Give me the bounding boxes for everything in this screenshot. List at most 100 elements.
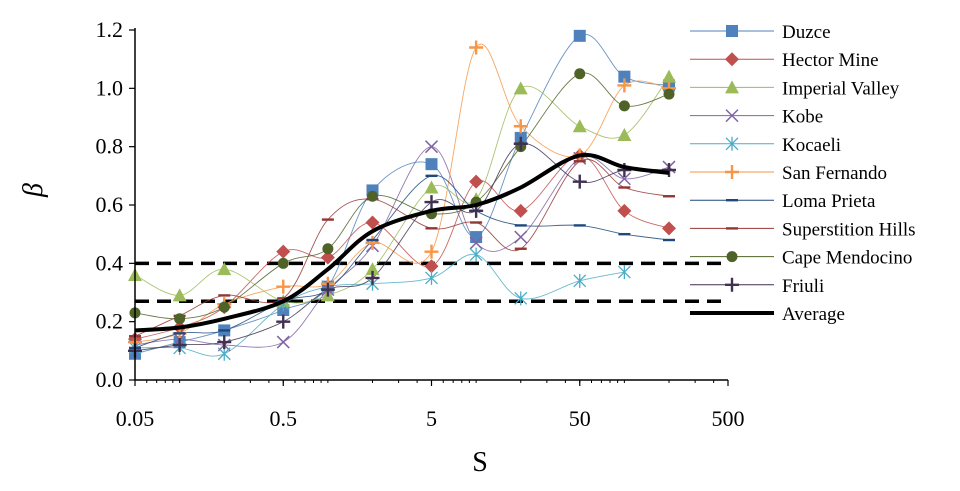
legend-item: Kocaeli <box>690 135 841 156</box>
legend-item: Friuli <box>690 276 824 297</box>
data-point <box>513 136 528 151</box>
data-point <box>172 288 187 302</box>
data-point <box>617 172 631 186</box>
y-tick-label: 0.0 <box>96 367 124 392</box>
legend-label: Hector Mine <box>782 50 879 71</box>
data-point <box>277 257 289 269</box>
legend-label: Imperial Valley <box>782 78 900 99</box>
data-point <box>365 215 380 230</box>
data-point <box>469 174 484 189</box>
y-tick-label: 0.4 <box>96 250 124 275</box>
data-point <box>424 195 439 210</box>
data-point <box>572 174 587 189</box>
legend-item: Kobe <box>690 107 823 128</box>
data-point <box>513 203 528 218</box>
x-tick-label: 50 <box>569 406 591 431</box>
x-tick-label: 5 <box>426 406 437 431</box>
data-point <box>174 313 186 325</box>
legend-label: Average <box>782 304 845 325</box>
legend-item: Duzce <box>690 22 831 43</box>
legend-marker <box>725 136 739 151</box>
data-point <box>425 158 438 171</box>
legend-item: Hector Mine <box>690 50 879 71</box>
x-tick-label: 0.05 <box>116 406 155 431</box>
legend-item: San Fernando <box>690 163 887 184</box>
data-point <box>367 190 379 202</box>
legend-marker <box>725 165 739 179</box>
data-point <box>617 128 632 141</box>
legend-marker <box>725 52 739 67</box>
data-point <box>618 70 631 83</box>
series-lines <box>134 33 670 357</box>
data-point <box>276 335 290 349</box>
series-line-average <box>134 152 670 333</box>
x-axis-title: S <box>472 447 488 478</box>
data-point <box>320 282 335 297</box>
y-tick-label: 0.6 <box>96 192 124 217</box>
data-point <box>276 279 291 294</box>
data-point <box>513 119 528 134</box>
legend: Duzce Hector Mine Imperial Valley Kobe Kocae… <box>690 22 916 325</box>
legend-label: Cape Mendocino <box>782 248 912 269</box>
data-point <box>424 259 439 274</box>
legend-marker <box>725 277 739 292</box>
data-point <box>365 262 380 276</box>
data-point <box>513 81 528 95</box>
legend-label: Loma Prieta <box>782 191 876 212</box>
data-point <box>469 40 484 55</box>
data-point <box>617 265 631 280</box>
data-point <box>662 69 677 83</box>
legend-label: San Fernando <box>782 163 887 184</box>
legend-item: Superstition Hills <box>690 219 916 240</box>
data-point <box>618 100 630 112</box>
legend-label: Kocaeli <box>782 135 841 156</box>
series-markers <box>128 29 677 361</box>
data-point <box>365 270 380 285</box>
y-tick-label: 0.8 <box>96 134 124 159</box>
x-tick-label: 500 <box>712 406 745 431</box>
y-axis-title: β <box>18 183 49 198</box>
data-point <box>320 250 335 265</box>
data-point <box>514 230 528 244</box>
y-tick-label: 1.2 <box>96 17 124 42</box>
data-point <box>217 335 232 350</box>
data-point <box>276 314 291 329</box>
data-point <box>469 247 483 262</box>
data-point <box>573 273 587 288</box>
data-point <box>172 338 187 352</box>
data-point <box>424 244 439 259</box>
data-point <box>574 68 586 80</box>
legend-label: Superstition Hills <box>782 219 916 240</box>
data-point <box>218 301 230 313</box>
series-line-duzce <box>134 33 670 355</box>
legend-item: Imperial Valley <box>690 78 900 99</box>
series-line-imperial-valley <box>134 76 670 304</box>
legend-marker <box>725 80 739 94</box>
data-point <box>573 29 586 42</box>
y-tick-label: 0.2 <box>96 309 124 334</box>
series-line-san-fernando <box>134 43 670 343</box>
legend-marker <box>725 109 739 123</box>
data-point <box>572 119 587 133</box>
legend-label: Duzce <box>782 22 831 43</box>
data-point <box>662 163 677 177</box>
data-point <box>617 78 632 93</box>
axes: 0.0 0.2 0.4 0.6 0.8 1.0 1.2 0.05 0.5 5 50 500 <box>96 17 745 431</box>
data-point <box>217 262 232 276</box>
data-point <box>662 221 677 236</box>
legend-item: Average <box>690 304 845 325</box>
data-point <box>276 244 291 259</box>
x-tick-label: 0.5 <box>270 406 298 431</box>
data-point <box>424 180 439 194</box>
data-point <box>617 203 632 218</box>
data-point <box>365 235 380 250</box>
legend-marker <box>726 251 738 263</box>
data-point <box>424 140 439 154</box>
legend-label: Kobe <box>782 107 823 128</box>
y-tick-label: 1.0 <box>96 75 124 100</box>
data-point <box>514 291 528 306</box>
data-point <box>425 270 438 285</box>
legend-item: Loma Prieta <box>690 191 876 212</box>
data-point <box>322 243 334 255</box>
